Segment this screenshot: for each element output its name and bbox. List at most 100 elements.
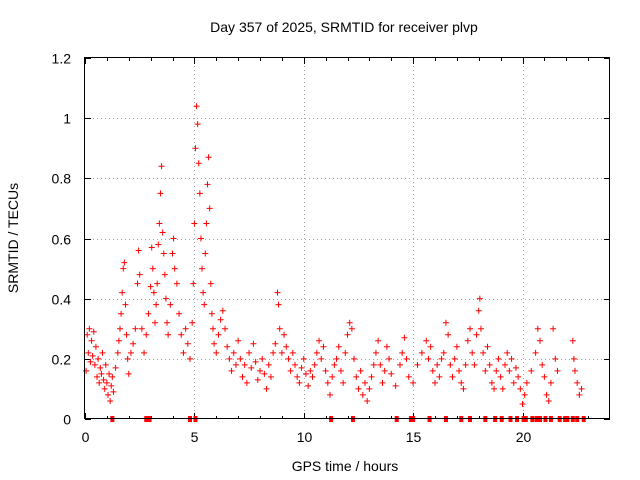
- data-point: [193, 103, 200, 110]
- data-point: [134, 280, 141, 287]
- data-point: [296, 379, 303, 386]
- data-point: [85, 349, 92, 356]
- data-point: [578, 385, 585, 392]
- data-point: [205, 154, 212, 161]
- y-axis-label: SRMTID / TECUs: [5, 183, 21, 293]
- data-point: [300, 355, 307, 362]
- data-point: [534, 325, 541, 332]
- data-point: [313, 349, 320, 356]
- data-point: [274, 289, 281, 296]
- data-point: [132, 325, 139, 332]
- data-point: [120, 265, 127, 272]
- data-point: [462, 361, 469, 368]
- data-point: [147, 283, 154, 290]
- data-point: [217, 316, 224, 323]
- data-point: [453, 343, 460, 350]
- data-point: [94, 373, 101, 380]
- data-point: [202, 250, 209, 257]
- data-point: [204, 181, 211, 188]
- data-point: [130, 340, 137, 347]
- data-point: [532, 349, 539, 356]
- data-point: [436, 373, 443, 380]
- data-point: [278, 349, 285, 356]
- data-point: [235, 337, 242, 344]
- data-point: [192, 145, 199, 152]
- data-point: [103, 379, 110, 386]
- data-point: [148, 244, 155, 251]
- data-point: [99, 349, 106, 356]
- data-point: [196, 190, 203, 197]
- data-point: [136, 271, 143, 278]
- data-point: [458, 379, 465, 386]
- data-point: [344, 331, 351, 338]
- data-point: [124, 355, 131, 362]
- data-point: [176, 310, 183, 317]
- data-point: [451, 355, 458, 362]
- data-point: [429, 367, 436, 374]
- data-point: [135, 247, 142, 254]
- data-point: [259, 355, 266, 362]
- data-point: [324, 379, 331, 386]
- data-point: [97, 364, 104, 371]
- data-point: [287, 367, 294, 374]
- data-point: [364, 397, 371, 404]
- data-point: [182, 325, 189, 332]
- data-point: [252, 358, 259, 365]
- data-point: [248, 364, 255, 371]
- data-point: [329, 373, 336, 380]
- data-point: [554, 367, 561, 374]
- data-point: [289, 349, 296, 356]
- data-point: [359, 391, 366, 398]
- data-point: [267, 373, 274, 380]
- data-point: [110, 388, 117, 395]
- data-point: [368, 373, 375, 380]
- data-point: [270, 349, 277, 356]
- data-point: [263, 385, 270, 392]
- data-point: [117, 325, 123, 332]
- data-point: [281, 331, 288, 338]
- data-point: [480, 349, 487, 356]
- data-point: [109, 373, 116, 380]
- plot-frame: [84, 57, 610, 419]
- data-point: [86, 325, 93, 332]
- x-tick-label: 10: [297, 429, 313, 445]
- data-point: [392, 382, 399, 389]
- data-point: [157, 190, 164, 197]
- data-point: [92, 343, 99, 350]
- data-point: [493, 367, 500, 374]
- data-point: [243, 379, 250, 386]
- data-point: [173, 280, 180, 287]
- data-point: [112, 364, 119, 371]
- data-point: [523, 379, 530, 386]
- y-tick-label: 0.2: [52, 352, 72, 368]
- data-point: [161, 271, 168, 278]
- data-point: [506, 367, 513, 374]
- data-point: [184, 340, 191, 347]
- data-point: [254, 376, 261, 383]
- data-point: [228, 367, 235, 374]
- data-point: [488, 379, 495, 386]
- y-tick-label: 0.6: [52, 232, 72, 248]
- data-point: [372, 349, 379, 356]
- data-point: [388, 370, 395, 377]
- data-point: [539, 361, 546, 368]
- data-point: [574, 379, 581, 386]
- data-point: [108, 382, 115, 389]
- data-point: [191, 220, 198, 227]
- data-point: [569, 337, 576, 344]
- data-point: [547, 379, 554, 386]
- data-point: [543, 391, 550, 398]
- data-point: [456, 367, 463, 374]
- data-point: [246, 349, 253, 356]
- data-point: [190, 280, 197, 287]
- data-point: [250, 340, 257, 347]
- data-point: [475, 307, 482, 314]
- grid-lines: [85, 58, 610, 419]
- data-point: [397, 361, 403, 368]
- data-point: [84, 331, 91, 338]
- x-axis-label: GPS time / hours: [292, 458, 399, 474]
- data-point: [366, 385, 373, 392]
- data-point: [118, 310, 125, 317]
- data-point: [476, 295, 483, 302]
- data-point: [138, 325, 145, 332]
